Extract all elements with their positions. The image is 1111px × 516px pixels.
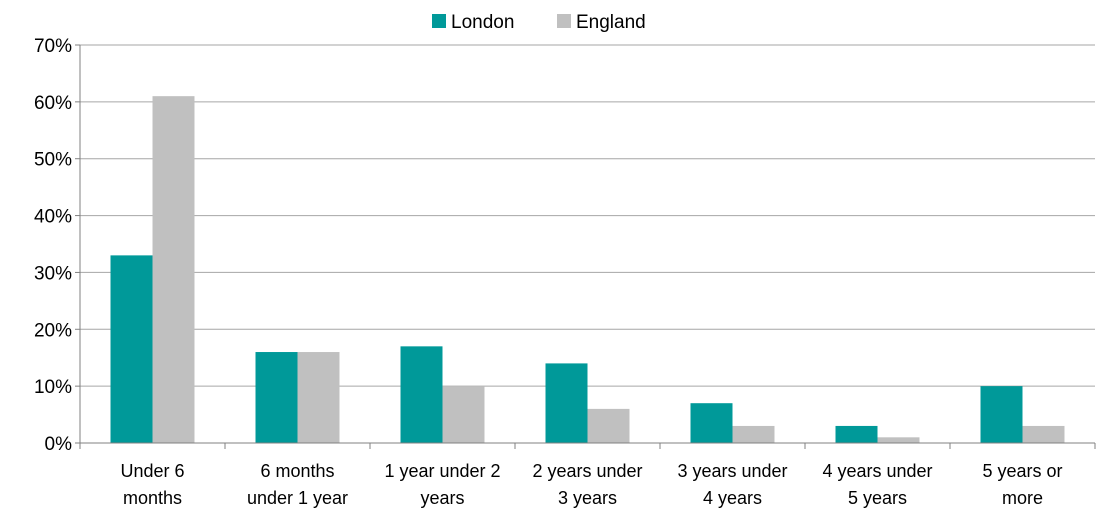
legend-swatch-england <box>557 14 571 28</box>
x-axis: Under 6 months 6 months under 1 year 1 year … <box>79 442 1096 508</box>
y-tick-label: 50% <box>34 150 72 171</box>
x-category-label: under 1 year <box>247 488 348 508</box>
bar-london-0 <box>110 255 153 443</box>
bars <box>110 96 1065 444</box>
x-category-label: 5 years <box>848 488 907 508</box>
legend-swatch-london <box>432 14 446 28</box>
y-tick-label: 60% <box>34 93 72 114</box>
bar-london-2 <box>400 346 443 443</box>
bar-london-1 <box>255 352 298 443</box>
y-tick-label: 40% <box>34 207 72 228</box>
y-tick-label: 10% <box>34 377 72 398</box>
bar-england-2 <box>442 386 485 443</box>
x-category-label: 6 months <box>260 461 334 481</box>
bar-england-4 <box>732 425 775 443</box>
legend: London England <box>432 12 646 33</box>
x-category-label: more <box>1002 488 1043 508</box>
y-tick-label: 70% <box>34 36 72 57</box>
bar-england-0 <box>152 96 195 444</box>
bar-london-6 <box>980 386 1023 443</box>
x-category-label: 3 years <box>558 488 617 508</box>
bar-london-5 <box>835 425 878 443</box>
bar-england-1 <box>297 352 340 443</box>
x-category-label: 2 years under <box>532 461 642 481</box>
x-category-label: 4 years <box>703 488 762 508</box>
y-axis: 0% 10% 20% 30% 40% 50% 60% 70% <box>34 36 81 455</box>
x-category-label: 3 years under <box>677 461 787 481</box>
legend-label-london: London <box>451 12 514 33</box>
x-category-label: Under 6 <box>120 461 184 481</box>
y-tick-label: 0% <box>45 434 73 455</box>
bar-england-5 <box>877 437 920 443</box>
bar-england-6 <box>1022 425 1065 443</box>
x-category-label: 5 years or <box>982 461 1062 481</box>
x-category-label: years <box>420 488 464 508</box>
x-category-label: 1 year under 2 <box>384 461 500 481</box>
y-tick-label: 20% <box>34 320 72 341</box>
legend-label-england: England <box>576 12 646 33</box>
bar-london-4 <box>690 403 733 443</box>
bar-england-3 <box>587 408 630 443</box>
y-tick-label: 30% <box>34 263 72 284</box>
x-category-label: months <box>123 488 182 508</box>
gridlines <box>80 44 1095 387</box>
bar-london-3 <box>545 363 588 443</box>
x-category-label: 4 years under <box>822 461 932 481</box>
